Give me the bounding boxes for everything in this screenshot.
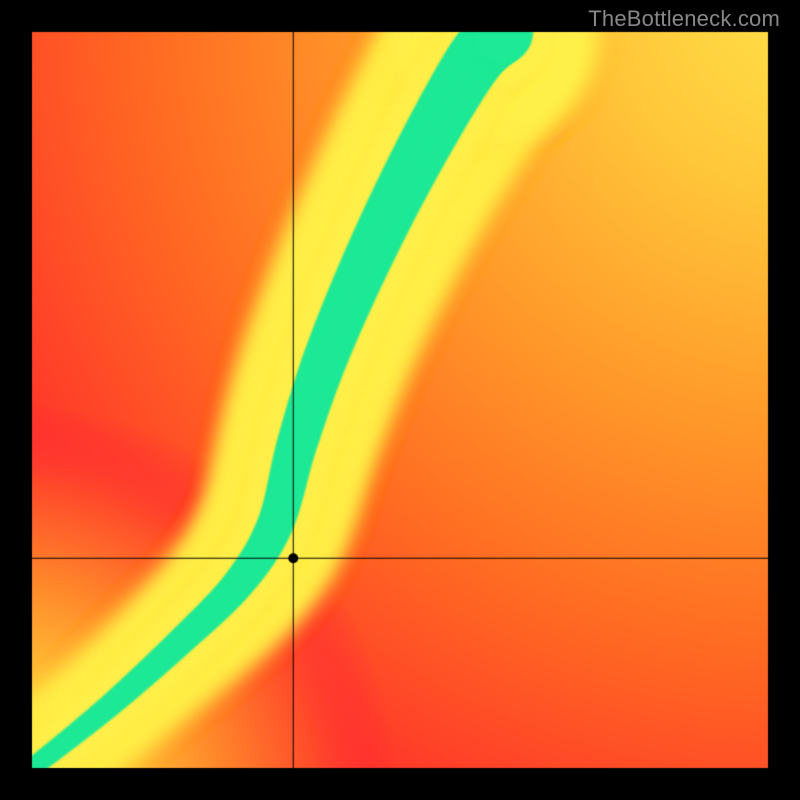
watermark-text: TheBottleneck.com	[588, 6, 780, 32]
chart-container: TheBottleneck.com	[0, 0, 800, 800]
heatmap-canvas	[0, 0, 800, 800]
